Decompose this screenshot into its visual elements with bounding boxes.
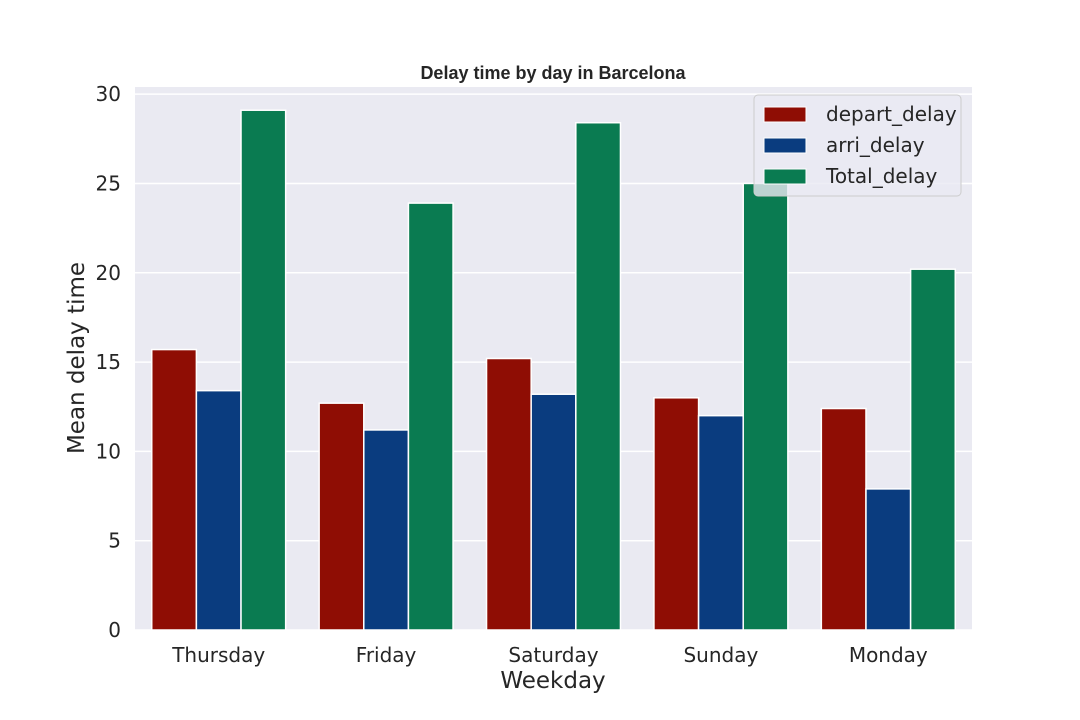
- legend-label-Total_delay: Total_delay: [825, 164, 938, 188]
- bar-arri_delay-sunday: [697, 414, 744, 631]
- legend-label-arri_delay: arri_delay: [826, 133, 925, 157]
- bar-Total_delay-sunday: [742, 182, 789, 631]
- y-tick-label: 5: [108, 529, 121, 553]
- y-tick-label: 30: [96, 82, 121, 106]
- x-axis-label: Weekday: [500, 668, 605, 694]
- y-tick-label: 0: [108, 618, 121, 642]
- y-tick-label: 10: [96, 439, 121, 463]
- bars: [150, 109, 957, 631]
- y-tick-label: 15: [96, 350, 121, 374]
- bar-arri_delay-saturday: [530, 393, 577, 631]
- x-tick-label: Thursday: [171, 643, 265, 667]
- x-tick-label: Saturday: [508, 643, 598, 667]
- y-tick-label: 25: [96, 171, 121, 195]
- bar-depart_delay-sunday: [653, 397, 700, 631]
- y-axis-label: Mean delay time: [64, 262, 90, 454]
- bar-depart_delay-saturday: [485, 357, 532, 631]
- legend-swatch-depart_delay: [763, 106, 807, 123]
- bar-Total_delay-saturday: [575, 121, 622, 631]
- bar-Total_delay-monday: [909, 268, 957, 631]
- y-tick-label: 20: [96, 261, 121, 285]
- chart-title: Delay time by day in Barcelona: [420, 63, 686, 83]
- bar-depart_delay-friday: [318, 402, 365, 631]
- bar-Total_delay-friday: [407, 202, 454, 631]
- x-tick-label: Sunday: [683, 643, 758, 667]
- bar-arri_delay-monday: [865, 488, 912, 631]
- x-tick-label: Friday: [356, 643, 417, 667]
- x-tick-label: Monday: [849, 643, 928, 667]
- bar-arri_delay-thursday: [195, 389, 242, 631]
- legend-swatch-Total_delay: [763, 168, 807, 185]
- legend-label-depart_delay: depart_delay: [826, 102, 957, 126]
- legend-swatch-arri_delay: [763, 137, 807, 154]
- bar-Total_delay-thursday: [240, 109, 287, 631]
- bar-depart_delay-monday: [820, 407, 867, 631]
- bar-arri_delay-friday: [363, 429, 410, 631]
- legend: depart_delay arri_delay Total_delay: [753, 94, 962, 197]
- bar-depart_delay-thursday: [150, 348, 198, 631]
- tick-labels: 0 5 10 15 20 25 30 Thursday Friday Saturday Sunday…: [96, 82, 928, 667]
